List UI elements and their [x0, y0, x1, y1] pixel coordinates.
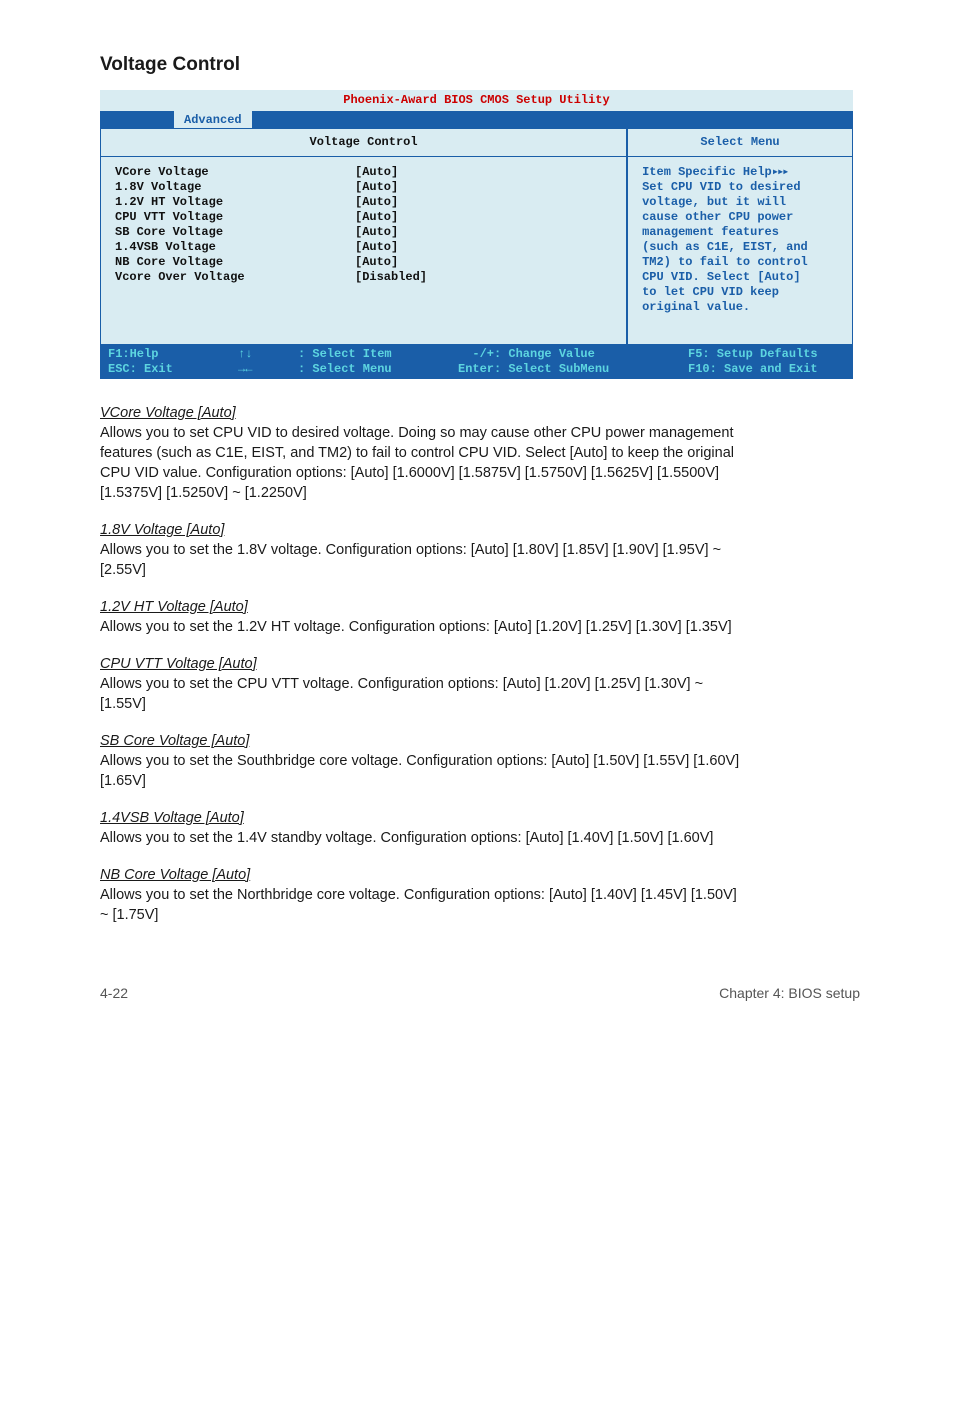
setting-row[interactable]: NB Core Voltage[Auto] [115, 255, 612, 270]
entry-body: Allows you to set the 1.4V standby volta… [100, 828, 740, 848]
bios-title: Phoenix-Award BIOS CMOS Setup Utility [100, 90, 853, 111]
entry-title: 1.8V Voltage [Auto] [100, 520, 860, 540]
setting-row[interactable]: CPU VTT Voltage[Auto] [115, 210, 612, 225]
setting-row[interactable]: 1.4VSB Voltage[Auto] [115, 240, 612, 255]
help-line: (such as C1E, EIST, and [642, 240, 838, 255]
chapter-label: Chapter 4: BIOS setup [719, 985, 860, 1001]
setting-row[interactable]: 1.2V HT Voltage[Auto] [115, 195, 612, 210]
entry-title: NB Core Voltage [Auto] [100, 865, 860, 885]
page-number: 4-22 [100, 985, 128, 1001]
help-line: management features [642, 225, 838, 240]
doc-entry: 1.8V Voltage [Auto] Allows you to set th… [100, 520, 860, 580]
bios-settings: VCore Voltage[Auto] 1.8V Voltage[Auto] 1… [100, 157, 627, 345]
doc-entry: VCore Voltage [Auto] Allows you to set C… [100, 403, 860, 503]
help-line: voltage, but it will [642, 195, 838, 210]
bios-help-panel: Item Specific Help▸▸▸ Set CPU VID to des… [627, 157, 853, 345]
doc-entry: 1.4VSB Voltage [Auto] Allows you to set … [100, 808, 860, 848]
hint-enter: Enter: Select SubMenu [458, 362, 688, 377]
help-line: CPU VID. Select [Auto] [642, 270, 838, 285]
hint-select-item: : Select Item [298, 347, 458, 362]
arrows-icon: ▸▸▸ [772, 165, 788, 179]
hint-f1: F1:Help [108, 347, 238, 362]
tab-advanced[interactable]: Advanced [174, 111, 252, 128]
setting-row[interactable]: Vcore Over Voltage[Disabled] [115, 270, 612, 285]
hint-arrows-h: →← [238, 362, 298, 377]
bios-footer: F1:Help ↑↓ : Select Item -/+: Change Val… [100, 345, 853, 379]
hint-esc: ESC: Exit [108, 362, 238, 377]
entry-body: Allows you to set the 1.8V voltage. Conf… [100, 540, 740, 580]
setting-row[interactable]: 1.8V Voltage[Auto] [115, 180, 612, 195]
bios-panel: Phoenix-Award BIOS CMOS Setup Utility Ad… [100, 90, 853, 379]
bios-tab-row: Advanced [100, 111, 853, 128]
doc-entry: CPU VTT Voltage [Auto] Allows you to set… [100, 654, 860, 714]
help-title: Item Specific Help [642, 165, 772, 179]
doc-entry: NB Core Voltage [Auto] Allows you to set… [100, 865, 860, 925]
setting-row[interactable]: SB Core Voltage[Auto] [115, 225, 612, 240]
page-title: Voltage Control [100, 54, 860, 76]
entry-body: Allows you to set CPU VID to desired vol… [100, 423, 740, 503]
entry-body: Allows you to set the CPU VTT voltage. C… [100, 674, 740, 714]
doc-entry: SB Core Voltage [Auto] Allows you to set… [100, 731, 860, 791]
entry-body: Allows you to set the Southbridge core v… [100, 751, 740, 791]
entry-title: VCore Voltage [Auto] [100, 403, 860, 423]
hint-f5: F5: Setup Defaults [688, 347, 845, 362]
entry-title: CPU VTT Voltage [Auto] [100, 654, 860, 674]
hint-select-menu: : Select Menu [298, 362, 458, 377]
bios-subtitle: Voltage Control [100, 128, 627, 157]
hint-change: -/+: Change Value [458, 347, 688, 362]
entry-title: 1.2V HT Voltage [Auto] [100, 597, 860, 617]
entry-title: 1.4VSB Voltage [Auto] [100, 808, 860, 828]
help-line: TM2) to fail to control [642, 255, 838, 270]
entry-body: Allows you to set the 1.2V HT voltage. C… [100, 617, 740, 637]
help-line: Set CPU VID to desired [642, 180, 838, 195]
hint-f10: F10: Save and Exit [688, 362, 845, 377]
doc-entry: 1.2V HT Voltage [Auto] Allows you to set… [100, 597, 860, 637]
entry-body: Allows you to set the Northbridge core v… [100, 885, 740, 925]
page-footer: 4-22 Chapter 4: BIOS setup [100, 985, 860, 1001]
entry-title: SB Core Voltage [Auto] [100, 731, 860, 751]
setting-row[interactable]: VCore Voltage[Auto] [115, 165, 612, 180]
help-line: original value. [642, 300, 838, 315]
bios-help-header: Select Menu [627, 128, 853, 157]
help-line: cause other CPU power [642, 210, 838, 225]
hint-arrows-v: ↑↓ [238, 347, 298, 362]
help-line: to let CPU VID keep [642, 285, 838, 300]
